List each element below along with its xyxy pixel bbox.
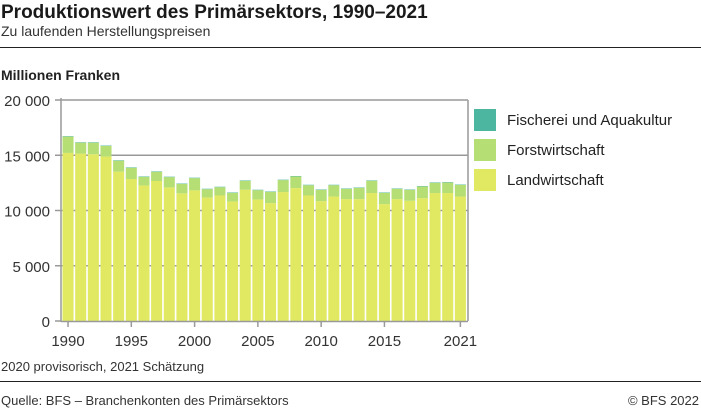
bar-landwirtschaft-1991: [75, 153, 87, 321]
divider: [0, 381, 701, 382]
bar-landwirtschaft-1994: [113, 171, 125, 321]
x-tick-label: 2021: [444, 333, 477, 350]
bar-forstwirtschaft-2014: [366, 180, 378, 194]
bar-forstwirtschaft-2019: [429, 182, 441, 194]
bar-landwirtschaft-2000: [189, 190, 201, 321]
bar-landwirtschaft-1996: [138, 185, 150, 321]
bar-forstwirtschaft-1995: [125, 167, 137, 180]
bar-forstwirtschaft-2007: [277, 180, 289, 193]
bar-forstwirtschaft-1998: [163, 177, 175, 188]
bar-landwirtschaft-1992: [87, 154, 99, 321]
x-tick-label: 1990: [51, 333, 84, 350]
bar-forstwirtschaft-2018: [416, 186, 428, 199]
bar-forstwirtschaft-2017: [404, 189, 416, 201]
bar-forstwirtschaft-2002: [214, 187, 226, 196]
bar-landwirtschaft-1997: [151, 180, 163, 321]
bar-forstwirtschaft-2004: [239, 180, 251, 190]
bar-landwirtschaft-2005: [252, 199, 264, 321]
bar-forstwirtschaft-2009: [302, 185, 315, 196]
bar-forstwirtschaft-1991: [75, 142, 87, 154]
y-axis-label: Millionen Franken: [1, 67, 121, 83]
bar-forstwirtschaft-2010: [315, 189, 327, 202]
bar-landwirtschaft-2014: [366, 193, 378, 321]
bar-landwirtschaft-2020: [442, 193, 454, 321]
chart-title: Produktionswert des Primärsektors, 1990–…: [1, 2, 428, 23]
legend-item-land: Landwirtschaft: [474, 169, 604, 191]
bar-forstwirtschaft-2008: [290, 176, 302, 189]
bar-landwirtschaft-2015: [378, 204, 390, 321]
bar-landwirtschaft-2013: [353, 199, 365, 321]
footnote: 2020 provisorisch, 2021 Schätzung: [1, 359, 205, 374]
bar-landwirtschaft-2001: [201, 197, 213, 321]
legend-swatch: [474, 139, 496, 161]
bar-forstwirtschaft-1999: [176, 183, 188, 194]
bar-forstwirtschaft-2020: [442, 182, 454, 194]
legend-label: Fischerei und Aquakultur: [507, 111, 673, 129]
divider: [0, 47, 701, 48]
bar-forstwirtschaft-2021: [454, 184, 466, 197]
bar-forstwirtschaft-2003: [227, 192, 239, 202]
copyright: © BFS 2022: [627, 393, 699, 408]
y-tick-label: 10 000: [4, 204, 50, 221]
bar-forstwirtschaft-2005: [252, 190, 264, 200]
bar-landwirtschaft-1998: [163, 187, 175, 321]
legend-item-forst: Forstwirtschaft: [474, 139, 605, 161]
chart-subtitle: Zu laufenden Herstellungspreisen: [1, 23, 211, 39]
bar-landwirtschaft-2007: [277, 192, 289, 321]
bar-landwirtschaft-1999: [176, 193, 188, 321]
y-tick-label: 5 000: [12, 259, 50, 276]
bar-forstwirtschaft-2012: [340, 188, 352, 200]
bar-forstwirtschaft-1990: [62, 136, 74, 153]
bar-forstwirtschaft-1992: [87, 142, 99, 155]
x-tick-label: 2005: [241, 333, 274, 350]
bar-forstwirtschaft-2016: [391, 188, 403, 200]
bar-landwirtschaft-2003: [227, 201, 239, 321]
bar-forstwirtschaft-1997: [151, 171, 163, 181]
x-tick-label: 2010: [304, 333, 337, 350]
bar-landwirtschaft-1995: [125, 179, 137, 321]
bar-landwirtschaft-2004: [239, 189, 251, 321]
bar-landwirtschaft-2017: [404, 200, 416, 321]
bar-landwirtschaft-2011: [328, 196, 340, 321]
bar-forstwirtschaft-2013: [353, 187, 365, 200]
y-tick-label: 20 000: [4, 93, 50, 110]
bar-forstwirtschaft-1993: [100, 145, 112, 157]
bar-forstwirtschaft-2000: [189, 178, 201, 191]
bar-landwirtschaft-2008: [290, 188, 302, 321]
bar-landwirtschaft-1990: [62, 152, 74, 321]
bar-forstwirtschaft-2015: [378, 192, 390, 205]
y-tick-label: 15 000: [4, 148, 50, 165]
bar-landwirtschaft-2002: [214, 195, 226, 321]
x-tick-label: 1995: [115, 333, 148, 350]
legend-item-fischerei: Fischerei und Aquakultur: [474, 109, 672, 131]
bar-landwirtschaft-2016: [391, 199, 403, 321]
bar-forstwirtschaft-2001: [201, 189, 213, 198]
bar-landwirtschaft-2006: [265, 203, 277, 321]
source: Quelle: BFS – Branchenkonten des Primärs…: [1, 393, 289, 408]
bar-forstwirtschaft-1994: [113, 160, 125, 172]
x-tick-label: 2000: [178, 333, 211, 350]
bar-landwirtschaft-2012: [340, 199, 352, 321]
bar-landwirtschaft-2018: [416, 198, 428, 321]
x-tick-label: 2015: [368, 333, 401, 350]
legend-label: Landwirtschaft: [507, 171, 604, 189]
bar-forstwirtschaft-2006: [265, 191, 277, 204]
bar-forstwirtschaft-1996: [138, 176, 150, 186]
y-tick-label: 0: [42, 314, 50, 331]
legend-swatch: [474, 109, 496, 131]
bar-chart: 0 5 000 10 000 15 000 20 000 1990 1995 2000 2005…: [4, 93, 477, 350]
bar-landwirtschaft-1993: [100, 156, 112, 321]
bar-landwirtschaft-2021: [454, 196, 466, 321]
bar-forstwirtschaft-2011: [328, 185, 340, 197]
legend-swatch: [474, 169, 496, 191]
bar-landwirtschaft-2019: [429, 193, 441, 321]
bar-landwirtschaft-2010: [315, 201, 327, 321]
legend-label: Forstwirtschaft: [507, 141, 605, 159]
bar-landwirtschaft-2009: [302, 195, 315, 321]
